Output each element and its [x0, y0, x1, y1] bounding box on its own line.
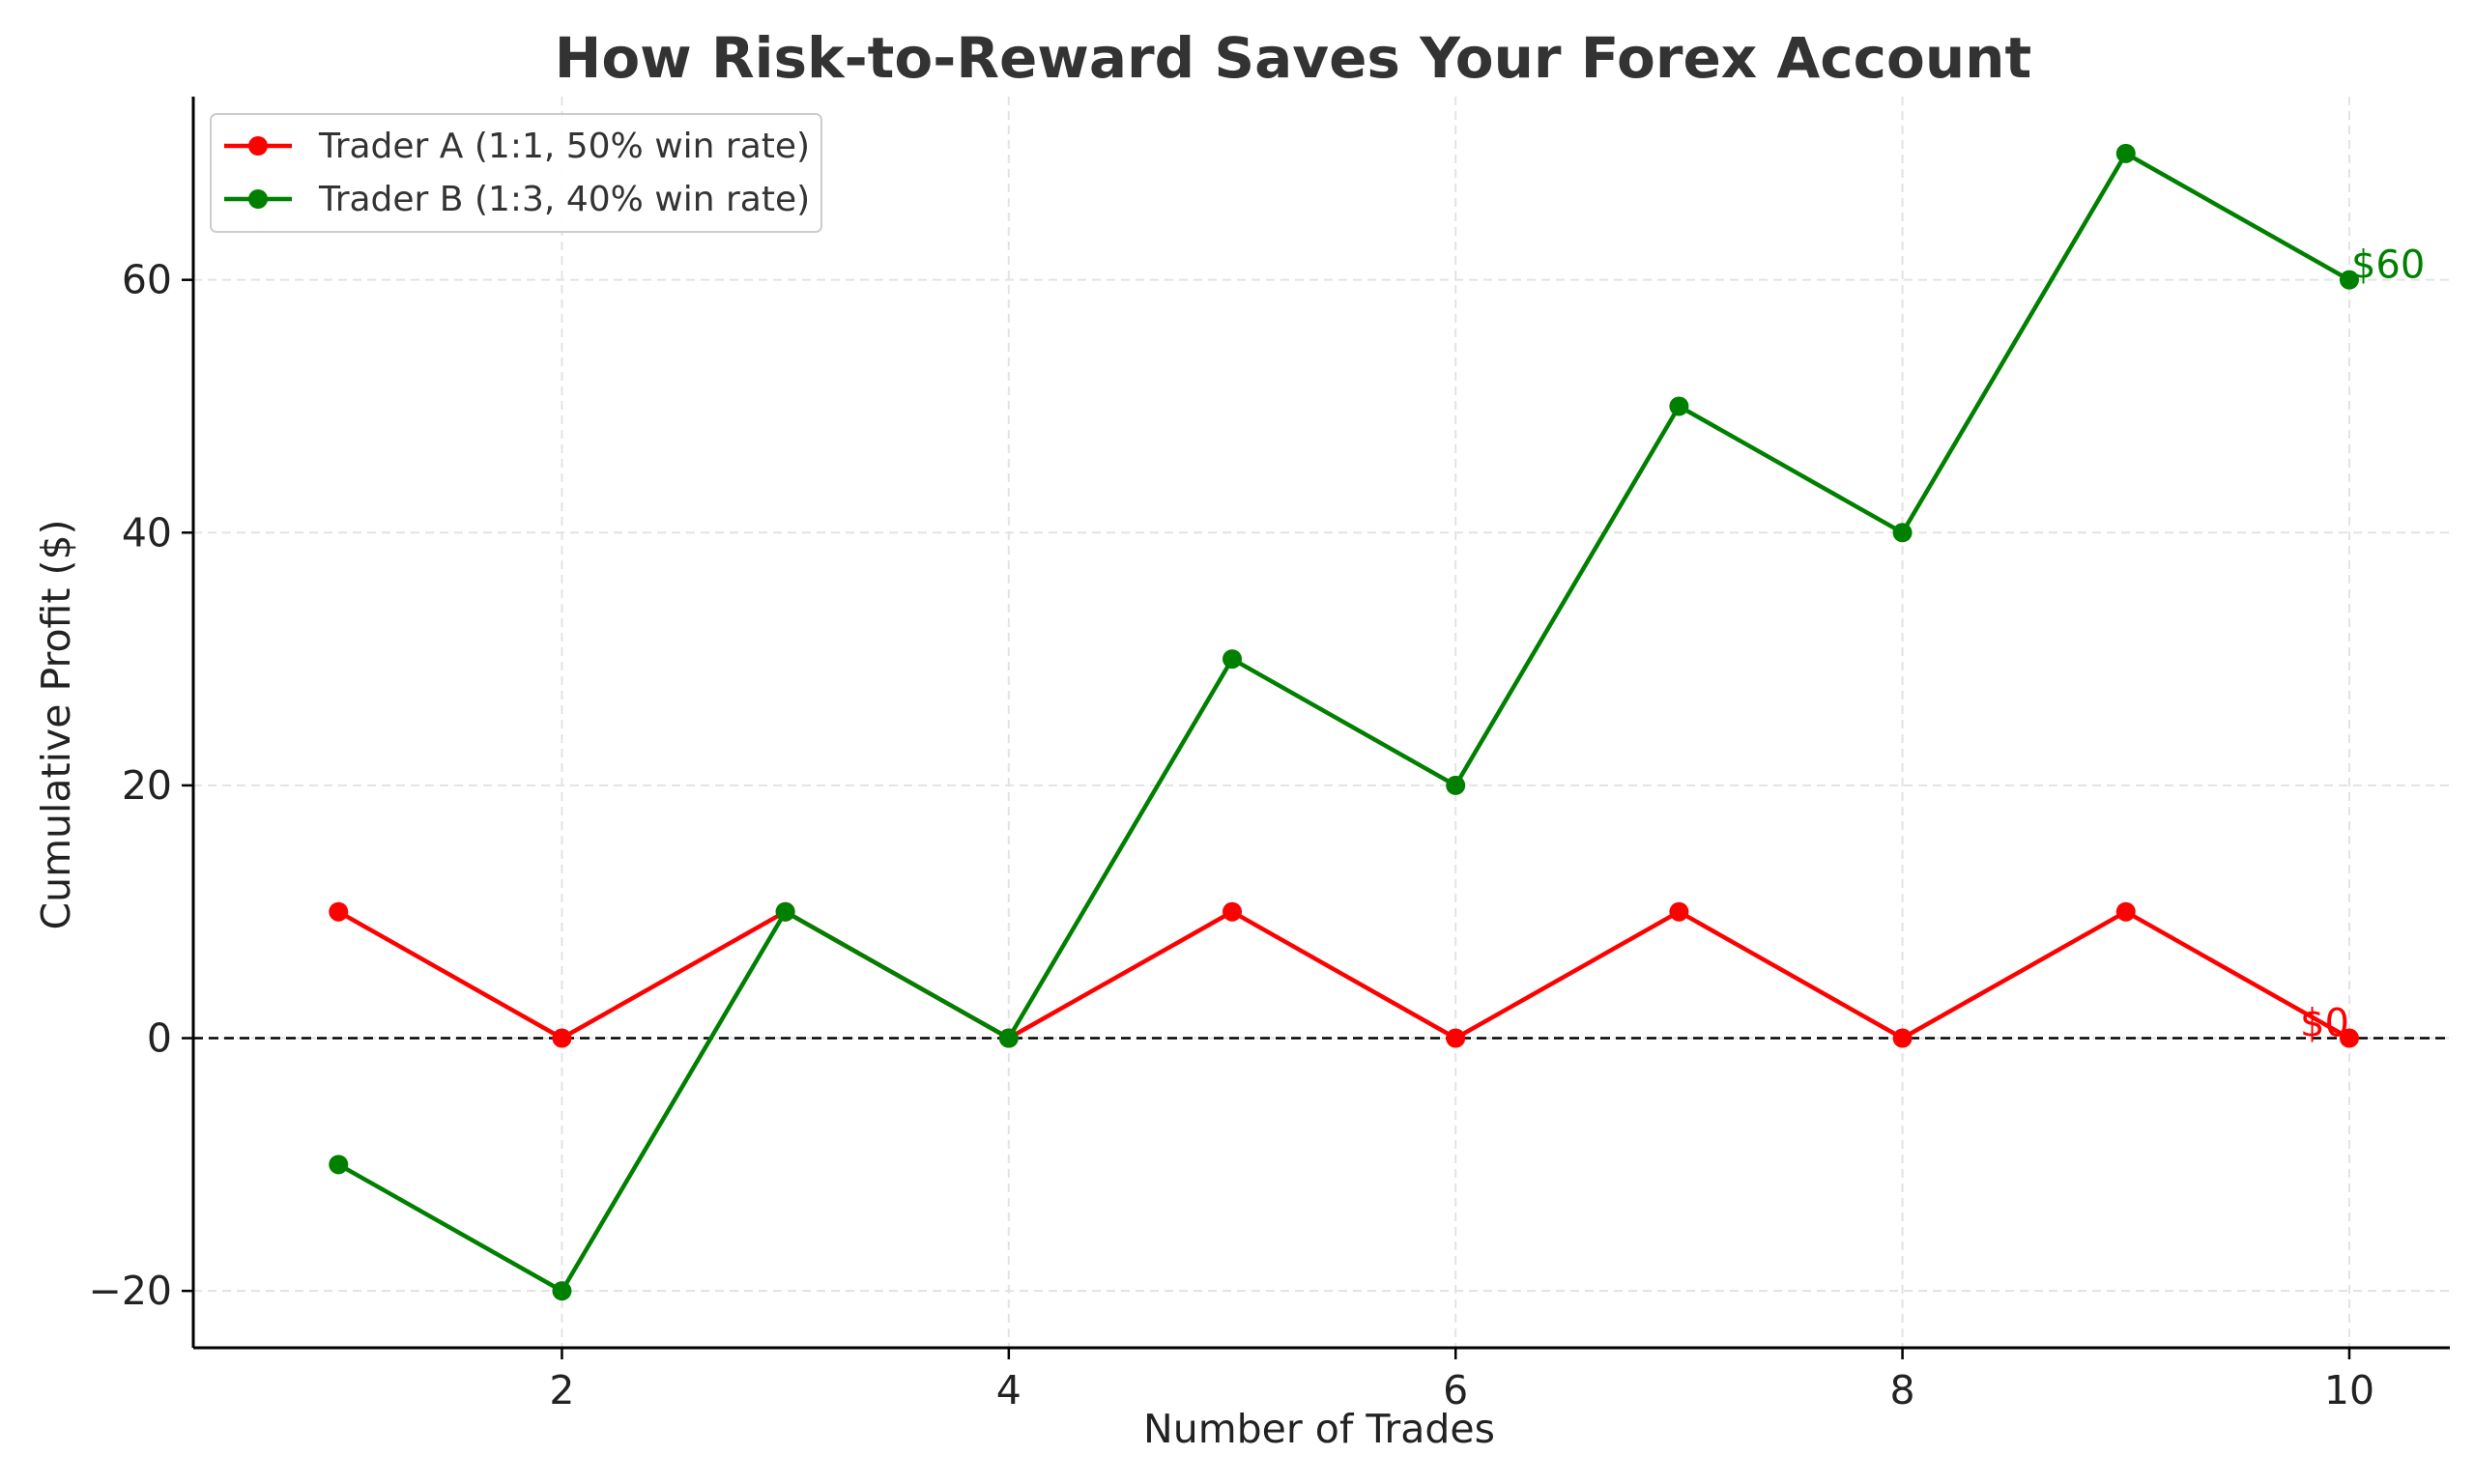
legend: Trader A (1:1, 50% win rate) Trader B (1:… — [210, 113, 822, 233]
data-point-0-0 — [329, 901, 349, 922]
data-point-0-5 — [1446, 1028, 1466, 1048]
end-labels: $0 $60 — [2300, 243, 2425, 1046]
y-tick-label-3: 40 — [122, 509, 172, 556]
data-point-0-1 — [552, 1028, 572, 1048]
series-0 — [329, 901, 2359, 1048]
axes — [191, 97, 2450, 1350]
x-tick-label-4: 10 — [2324, 1367, 2374, 1413]
data-point-1-7 — [1892, 523, 1913, 543]
data-point-0-6 — [1669, 901, 1689, 922]
series-lines — [329, 143, 2359, 1301]
end-label-1: $60 — [2351, 243, 2425, 288]
data-point-0-8 — [2115, 901, 2136, 922]
y-tick-label-1: 0 — [147, 1015, 172, 1062]
x-tick-label-2: 6 — [1443, 1367, 1468, 1413]
data-point-1-5 — [1446, 775, 1466, 795]
data-point-1-3 — [998, 1028, 1019, 1048]
data-point-0-7 — [1892, 1028, 1913, 1048]
data-point-1-9 — [2339, 270, 2359, 290]
series-1 — [329, 143, 2359, 1301]
y-tick-label-0: −20 — [88, 1268, 172, 1314]
data-point-0-9 — [2339, 1028, 2359, 1048]
series-line-1 — [337, 151, 2351, 1294]
legend-box — [210, 113, 822, 233]
data-point-1-4 — [1223, 649, 1243, 670]
data-point-1-2 — [775, 901, 795, 922]
data-point-1-0 — [329, 1155, 349, 1175]
data-point-1-1 — [552, 1281, 572, 1301]
legend-swatch-marker-1 — [248, 189, 268, 209]
x-tick-label-3: 8 — [1890, 1367, 1915, 1413]
y-axis-label: Cumulative Profit ($) — [33, 519, 79, 929]
legend-label-0: Trader A (1:1, 50% win rate) — [318, 127, 810, 166]
y-tick-label-4: 60 — [122, 257, 172, 303]
data-point-1-6 — [1669, 396, 1689, 416]
x-axis-label: Number of Trades — [1143, 1406, 1495, 1452]
x-tick-label-0: 2 — [549, 1367, 574, 1413]
chart-title: How Risk-to-Reward Saves Your Forex Acco… — [555, 25, 2031, 91]
legend-label-1: Trader B (1:3, 40% win rate) — [318, 180, 810, 219]
end-label-0: $0 — [2300, 1002, 2349, 1046]
y-tick-label-2: 20 — [122, 762, 172, 809]
legend-swatch-marker-0 — [248, 136, 268, 156]
grid — [193, 97, 2450, 1348]
legend-item-1: Trader B (1:3, 40% win rate) — [224, 180, 810, 219]
data-point-0-4 — [1223, 901, 1243, 922]
data-point-1-8 — [2115, 143, 2136, 163]
x-tick-label-1: 4 — [996, 1367, 1021, 1413]
series-line-0 — [337, 909, 2351, 1041]
tick-labels: 2 4 6 8 10 −20 0 20 40 60 — [88, 257, 2374, 1413]
legend-item-0: Trader A (1:1, 50% win rate) — [224, 127, 810, 166]
